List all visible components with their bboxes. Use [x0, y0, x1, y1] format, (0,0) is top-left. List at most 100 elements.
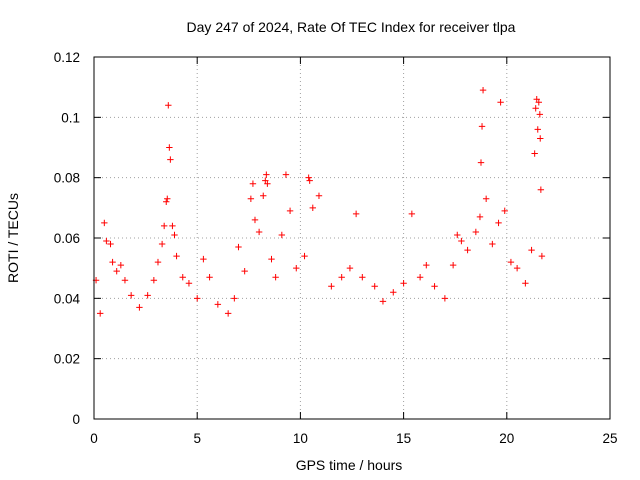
data-point: [268, 255, 275, 263]
axis-ticks: [93, 56, 611, 420]
y-tick-label: 0.12: [54, 50, 80, 65]
data-point: [328, 283, 335, 290]
data-point: [260, 192, 267, 199]
data-point: [107, 240, 114, 248]
x-tick-label: 10: [293, 431, 308, 446]
data-point: [449, 261, 457, 269]
data-point: [495, 219, 502, 227]
data-point: [249, 180, 257, 187]
tick-labels: 0 5 10 15 20 25 0 0.02 0.04 0.06 0.08 0.1 0.12: [54, 50, 618, 446]
data-point: [458, 237, 465, 245]
data-point: [423, 261, 430, 269]
data-point: [117, 261, 125, 269]
data-point: [501, 207, 508, 215]
data-point: [154, 258, 162, 266]
data-point: [478, 123, 486, 130]
data-point: [101, 219, 108, 227]
y-tick-label: 0.08: [54, 171, 80, 186]
data-point: [144, 292, 151, 299]
data-point: [408, 210, 416, 218]
y-axis-label: ROTI / TECUs: [5, 193, 21, 283]
x-axis-label: GPS time / hours: [296, 457, 403, 473]
data-point: [127, 292, 135, 299]
data-point: [536, 111, 544, 118]
data-point: [160, 222, 168, 230]
data-point: [431, 283, 438, 290]
data-point: [301, 252, 308, 260]
data-point: [179, 274, 186, 281]
chart-title: Day 247 of 2024, Rate Of TEC Index for r…: [187, 19, 516, 35]
data-point: [282, 171, 290, 178]
x-tick-label: 15: [396, 431, 411, 446]
data-point: [359, 274, 366, 281]
grid-lines: [94, 57, 610, 419]
data-point: [171, 231, 178, 239]
data-point: [537, 186, 545, 193]
data-point: [166, 144, 173, 151]
data-point: [194, 295, 201, 302]
data-point: [472, 228, 480, 236]
data-point: [537, 135, 544, 142]
data-point: [103, 237, 110, 245]
y-tick-label: 0: [72, 412, 80, 427]
data-point: [231, 295, 238, 302]
data-point: [479, 86, 487, 94]
data-point: [113, 267, 120, 275]
data-point: [528, 246, 535, 254]
data-point: [497, 99, 504, 106]
data-point: [315, 192, 323, 199]
data-point: [477, 159, 485, 166]
data-point: [476, 213, 484, 221]
data-point: [489, 240, 496, 248]
data-point: [371, 283, 378, 290]
data-point: [278, 231, 286, 239]
data-point: [165, 102, 172, 109]
data-point: [264, 180, 271, 187]
data-point: [306, 177, 313, 184]
data-point: [247, 195, 255, 202]
data-point: [532, 105, 539, 112]
data-point: [206, 274, 213, 281]
y-tick-label: 0.04: [54, 291, 81, 306]
data-point: [482, 195, 490, 202]
data-point: [263, 171, 270, 178]
data-point: [286, 207, 294, 215]
data-point: [454, 231, 461, 239]
data-point: [214, 301, 222, 308]
x-tick-label: 0: [90, 431, 98, 446]
x-tick-label: 5: [193, 431, 201, 446]
data-point: [173, 252, 180, 260]
data-point: [167, 156, 174, 163]
data-point: [507, 258, 515, 266]
data-point: [379, 298, 387, 305]
data-point: [164, 195, 171, 202]
data-point: [150, 277, 158, 284]
y-tick-label: 0.1: [61, 110, 80, 125]
y-tick-label: 0.06: [54, 231, 80, 246]
data-point: [235, 243, 242, 251]
data-point: [251, 216, 259, 224]
data-point: [352, 210, 360, 218]
data-point: [441, 295, 449, 302]
data-point: [400, 280, 407, 287]
data-point: [121, 277, 129, 284]
data-point: [163, 198, 170, 205]
data-point: [464, 246, 471, 254]
data-point: [96, 310, 104, 317]
data-point: [309, 204, 316, 212]
data-point: [305, 174, 312, 181]
data-point: [513, 264, 521, 272]
data-point: [185, 280, 193, 287]
data-points: [92, 86, 546, 317]
data-point: [109, 258, 116, 266]
data-point: [293, 264, 300, 272]
x-tick-label: 25: [602, 431, 617, 446]
data-point: [224, 310, 232, 317]
data-point: [535, 99, 542, 106]
data-point: [522, 280, 529, 287]
data-point: [241, 267, 248, 275]
data-point: [136, 304, 143, 311]
data-point: [338, 274, 345, 281]
data-point: [534, 126, 541, 133]
data-point: [390, 289, 397, 296]
